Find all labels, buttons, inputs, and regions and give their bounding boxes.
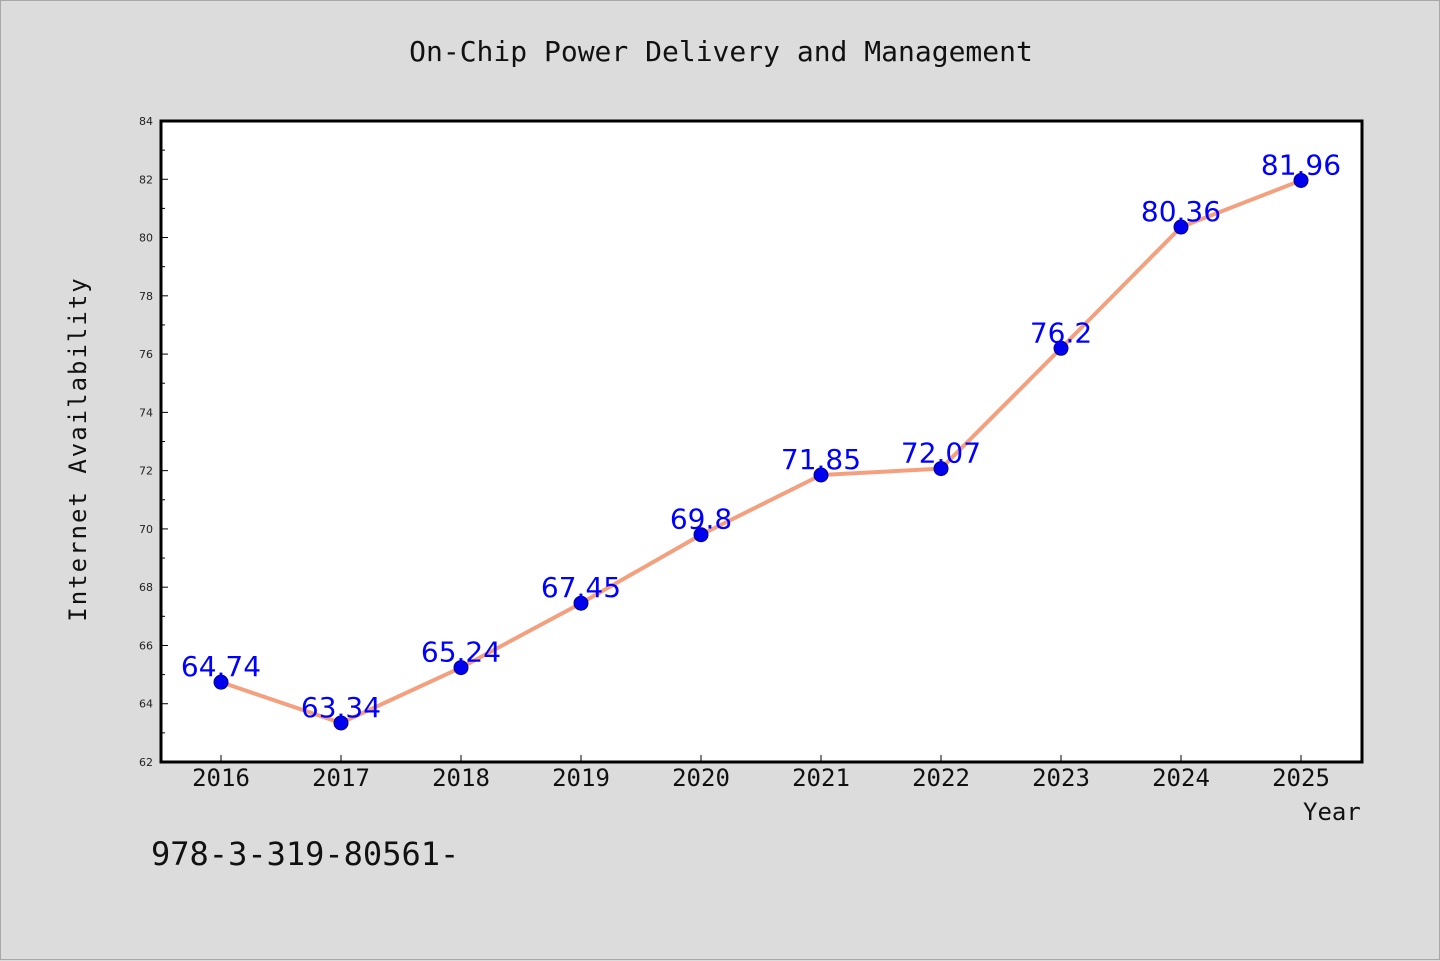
data-label: 65.24 [421, 636, 501, 669]
data-point [333, 715, 349, 731]
y-tick-label: 70 [139, 523, 153, 536]
y-tick-label: 66 [139, 639, 153, 652]
y-tick-label: 82 [139, 173, 153, 186]
data-label: 67.45 [541, 571, 621, 604]
plot-frame [159, 119, 1364, 764]
data-label: 81.96 [1261, 148, 1341, 181]
x-axis-label: Year [1303, 798, 1361, 826]
data-point [1173, 219, 1189, 235]
y-tick-label: 68 [139, 581, 153, 594]
x-tick-label: 2023 [1032, 764, 1090, 792]
data-label: 63.34 [301, 691, 381, 724]
y-tick-label: 72 [139, 465, 153, 478]
data-label: 72.07 [901, 437, 981, 470]
data-point [453, 660, 469, 676]
y-tick-label: 76 [139, 348, 153, 361]
data-label: 80.36 [1141, 195, 1221, 228]
x-tick-label: 2021 [792, 764, 850, 792]
x-tick-label: 2024 [1152, 764, 1210, 792]
y-tick-label: 62 [139, 756, 153, 769]
data-point [1053, 340, 1069, 356]
data-point [1293, 172, 1309, 188]
series-line [219, 178, 1303, 725]
data-label: 64.74 [181, 650, 261, 683]
data-point [933, 461, 949, 477]
plot-area [161, 121, 1362, 762]
y-tick-label: 78 [139, 290, 153, 303]
y-tick-label: 84 [139, 115, 153, 128]
data-point [813, 467, 829, 483]
x-tick-label: 2025 [1272, 764, 1330, 792]
footnote: 978-3-319-80561- [151, 835, 460, 873]
x-tick-label: 2020 [672, 764, 730, 792]
x-tick-label: 2017 [312, 764, 370, 792]
data-point [573, 595, 589, 611]
y-tick-label: 80 [139, 232, 153, 245]
x-tick-label: 2022 [912, 764, 970, 792]
data-label: 69.8 [670, 503, 732, 536]
x-tick-label: 2019 [552, 764, 610, 792]
data-point [693, 527, 709, 543]
y-tick-label: 74 [139, 406, 153, 419]
data-label: 76.2 [1030, 316, 1092, 349]
chart-title: On-Chip Power Delivery and Management [409, 35, 1033, 68]
x-tick-label: 2018 [432, 764, 490, 792]
data-point [213, 674, 229, 690]
data-label: 71.85 [781, 443, 861, 476]
y-tick-label: 64 [139, 698, 153, 711]
x-tick-label: 2016 [192, 764, 250, 792]
